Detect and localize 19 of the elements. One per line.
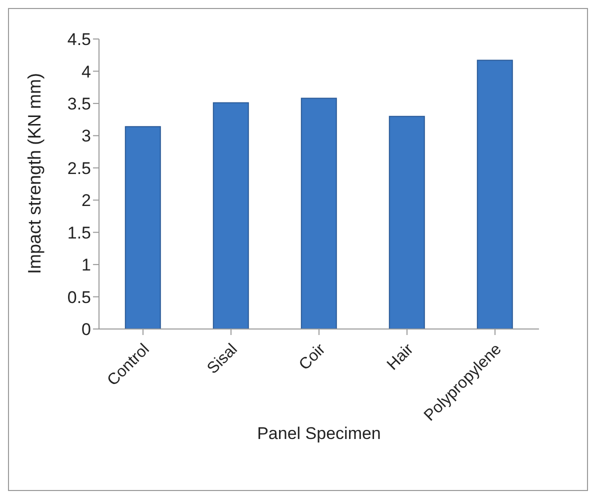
y-tick-label: 1.5 [67, 223, 91, 242]
x-axis-title: Panel Specimen [257, 424, 381, 443]
y-tick-label: 3 [82, 126, 91, 146]
y-tick-label: 2.5 [67, 158, 91, 178]
y-tick-label: 0 [82, 320, 91, 340]
bar [124, 126, 161, 329]
bar [388, 116, 425, 329]
y-axis-title: Impact strength (KN mm) [24, 72, 44, 274]
y-tick-label: 4 [82, 62, 91, 82]
y-tick-label: 3.5 [67, 94, 91, 114]
y-tick-label: 1 [82, 256, 91, 275]
y-tick-label: 0.5 [67, 288, 91, 307]
bar [300, 98, 337, 329]
x-tick-label: Coir [296, 340, 330, 374]
bar [212, 102, 249, 329]
y-tick-label: 2 [82, 191, 91, 210]
y-tick-label: 4.5 [67, 30, 91, 50]
x-tick-label: Hair [384, 340, 418, 374]
bar [476, 60, 513, 329]
